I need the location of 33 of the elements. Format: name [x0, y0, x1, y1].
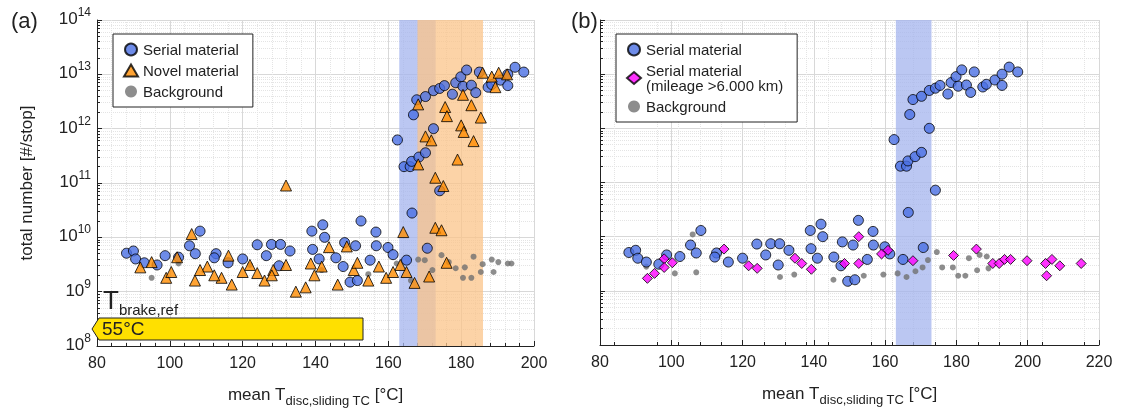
x-tick-label: 200: [520, 353, 548, 371]
x-tick-label: 120: [729, 352, 757, 370]
y-tick-label: 10$^{9}$: [65, 276, 91, 300]
y-axis-title: total number [#/stop]: [17, 105, 36, 261]
x-tick-label: 180: [447, 353, 475, 371]
legend-label: Serial material: [143, 41, 239, 58]
x-tick-label: 160: [374, 353, 402, 371]
x-tick-label: 80: [591, 352, 609, 370]
x-tick-label: 80: [88, 353, 106, 371]
legend-label: Background: [646, 98, 727, 115]
y-tick-label: 10$^{8}$: [65, 331, 91, 354]
x-tick-label: 100: [657, 352, 685, 370]
y-tick-label: 10$^{14}$: [58, 5, 91, 28]
x-tick-label: 140: [302, 353, 329, 371]
x-tick-label: 120: [229, 353, 257, 371]
legend-label: Novel material: [143, 62, 239, 79]
annotation: 55°C: [102, 317, 145, 341]
legend-label: Serial material (mileage >6.000 km): [646, 62, 784, 94]
x-tick-label: 200: [1014, 352, 1042, 370]
x-tick-label: 220: [1085, 352, 1113, 370]
chart-title: (a): [11, 7, 38, 33]
x-tick-label: 140: [800, 352, 828, 370]
y-tick-label: 10$^{12}$: [58, 113, 91, 137]
y-tick-label: 10$^{13}$: [58, 59, 91, 83]
x-tick-label: 160: [871, 352, 899, 370]
chart-title: (b): [571, 7, 598, 33]
legend-label: Background: [143, 83, 224, 100]
x-tick-label: 180: [943, 352, 970, 370]
x-tick-label: 100: [156, 353, 184, 371]
y-tick-label: 10$^{10}$: [58, 222, 91, 246]
legend-label: Serial material: [646, 41, 742, 58]
annotation: T$_{brake,ref}$: [103, 285, 179, 319]
y-tick-label: 10$^{11}$: [59, 168, 91, 191]
